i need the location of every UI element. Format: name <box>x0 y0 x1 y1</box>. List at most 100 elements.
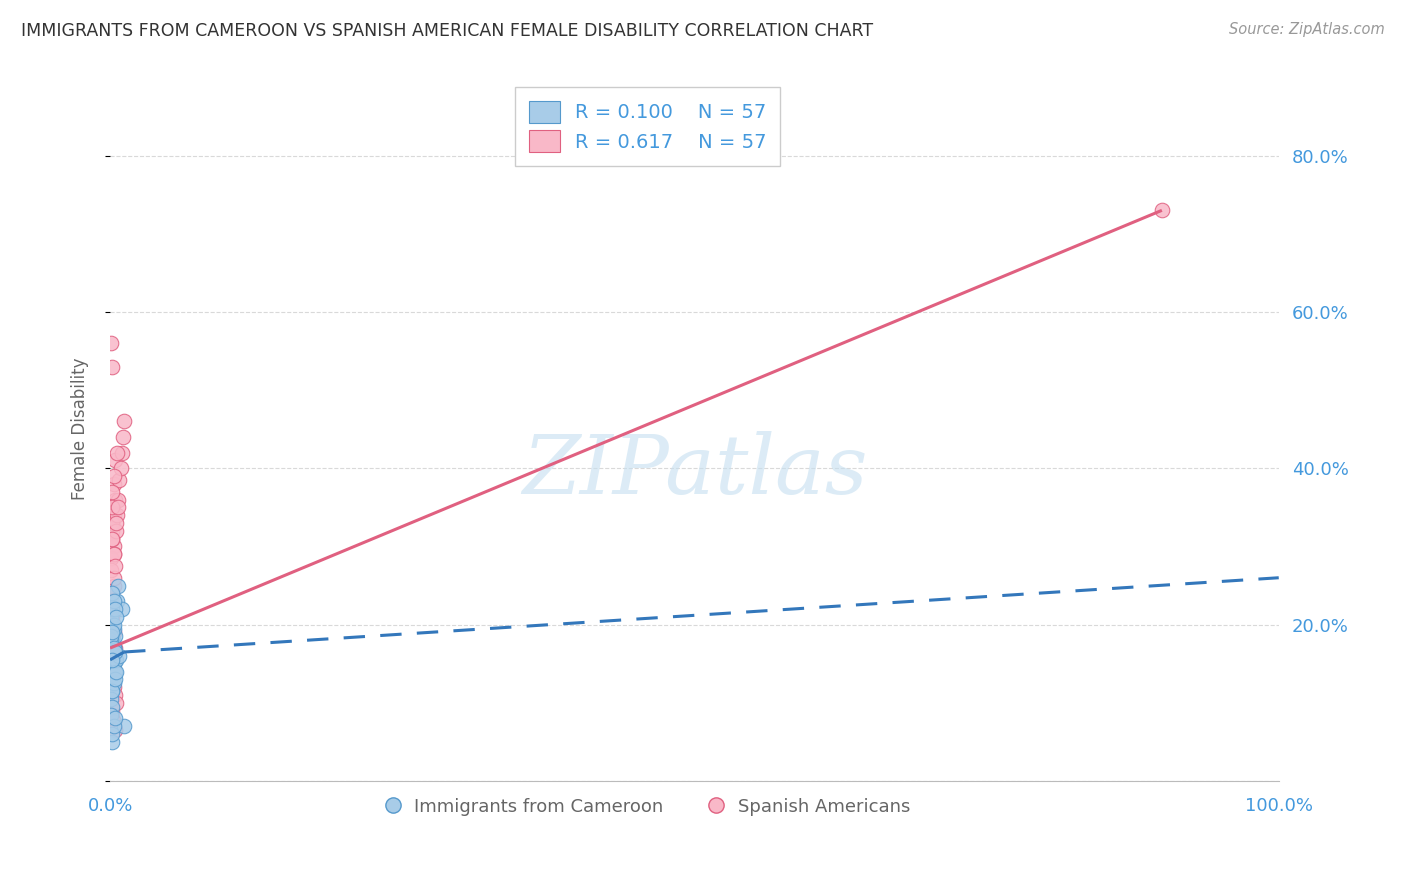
Point <box>100 610 122 624</box>
Y-axis label: Female Disability: Female Disability <box>72 358 89 500</box>
Point <box>103 715 125 730</box>
Point <box>104 688 127 702</box>
Point <box>104 641 127 656</box>
Point <box>101 665 124 679</box>
Point <box>104 673 127 687</box>
Point <box>104 665 127 679</box>
Point <box>101 633 124 648</box>
Point <box>101 673 124 687</box>
Point <box>101 359 124 374</box>
Point <box>100 645 122 659</box>
Point <box>104 723 127 738</box>
Point <box>101 500 124 515</box>
Point <box>104 665 127 679</box>
Point <box>104 492 127 507</box>
Point <box>104 696 127 710</box>
Point <box>1150 203 1173 218</box>
Point <box>104 559 127 574</box>
Point <box>111 445 134 459</box>
Point <box>104 653 127 667</box>
Point <box>103 625 125 640</box>
Point <box>103 547 125 561</box>
Point <box>100 563 122 577</box>
Point <box>101 653 124 667</box>
Point <box>105 445 128 459</box>
Point <box>100 665 122 679</box>
Point <box>103 648 125 663</box>
Text: Source: ZipAtlas.com: Source: ZipAtlas.com <box>1229 22 1385 37</box>
Point <box>101 625 124 640</box>
Point <box>104 602 127 616</box>
Point <box>101 532 124 546</box>
Point <box>100 707 122 722</box>
Point <box>100 657 122 671</box>
Point <box>101 711 124 725</box>
Point <box>101 610 124 624</box>
Point <box>101 617 124 632</box>
Point <box>103 547 125 561</box>
Point <box>101 684 124 698</box>
Point <box>103 719 125 733</box>
Point <box>101 727 124 741</box>
Point <box>101 524 124 538</box>
Point <box>112 719 135 733</box>
Point <box>101 500 124 515</box>
Point <box>104 645 127 659</box>
Legend: Immigrants from Cameroon, Spanish Americans: Immigrants from Cameroon, Spanish Americ… <box>377 789 920 825</box>
Point <box>103 641 125 656</box>
Point <box>100 629 122 643</box>
Point <box>101 516 124 530</box>
Point <box>100 692 122 706</box>
Point <box>101 586 124 600</box>
Point <box>101 673 124 687</box>
Point <box>103 571 125 585</box>
Point <box>103 540 125 554</box>
Point <box>101 676 124 690</box>
Point <box>103 668 125 682</box>
Point <box>101 586 124 600</box>
Point <box>100 648 122 663</box>
Point <box>111 602 134 616</box>
Point <box>101 684 124 698</box>
Point <box>108 648 131 663</box>
Text: ZIPatlas: ZIPatlas <box>522 432 868 511</box>
Point <box>100 665 122 679</box>
Point <box>100 633 122 648</box>
Point <box>107 578 129 592</box>
Point <box>104 610 127 624</box>
Point <box>101 516 124 530</box>
Point <box>105 508 128 523</box>
Point <box>110 461 132 475</box>
Point <box>101 625 124 640</box>
Point <box>103 578 125 592</box>
Point <box>103 676 125 690</box>
Point <box>100 602 122 616</box>
Point <box>101 704 124 718</box>
Point <box>103 508 125 523</box>
Point <box>103 641 125 656</box>
Point <box>100 657 122 671</box>
Point <box>103 680 125 694</box>
Point <box>104 629 127 643</box>
Point <box>101 532 124 546</box>
Point <box>103 477 125 491</box>
Point <box>100 610 122 624</box>
Point <box>104 524 127 538</box>
Point <box>101 735 124 749</box>
Point <box>111 430 134 444</box>
Point <box>103 657 125 671</box>
Point <box>100 637 122 651</box>
Point <box>104 516 127 530</box>
Point <box>101 653 124 667</box>
Point <box>103 594 125 608</box>
Point <box>100 594 122 608</box>
Point <box>107 492 129 507</box>
Point <box>100 336 122 351</box>
Point <box>100 673 122 687</box>
Point <box>101 633 124 648</box>
Point <box>103 622 125 636</box>
Point <box>101 641 124 656</box>
Point <box>104 453 127 467</box>
Text: IMMIGRANTS FROM CAMEROON VS SPANISH AMERICAN FEMALE DISABILITY CORRELATION CHART: IMMIGRANTS FROM CAMEROON VS SPANISH AMER… <box>21 22 873 40</box>
Point <box>101 645 124 659</box>
